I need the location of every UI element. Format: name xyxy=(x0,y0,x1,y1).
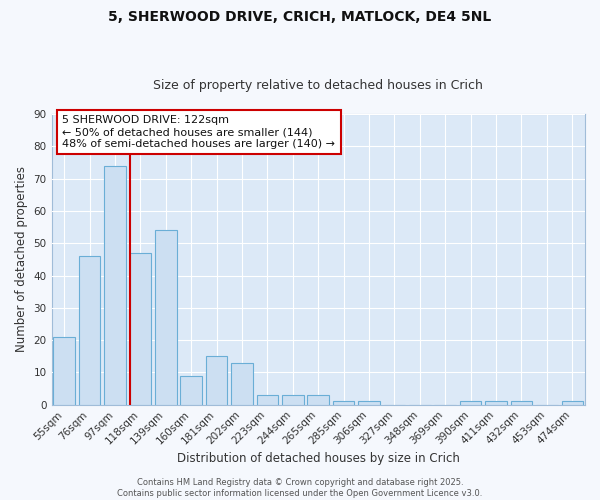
Bar xyxy=(130,253,151,404)
Y-axis label: Number of detached properties: Number of detached properties xyxy=(15,166,28,352)
Bar xyxy=(460,402,481,404)
Bar xyxy=(485,402,507,404)
Text: 5, SHERWOOD DRIVE, CRICH, MATLOCK, DE4 5NL: 5, SHERWOOD DRIVE, CRICH, MATLOCK, DE4 5… xyxy=(109,10,491,24)
Bar xyxy=(206,356,227,405)
Text: 5 SHERWOOD DRIVE: 122sqm
← 50% of detached houses are smaller (144)
48% of semi-: 5 SHERWOOD DRIVE: 122sqm ← 50% of detach… xyxy=(62,116,335,148)
Bar xyxy=(307,395,329,404)
Bar xyxy=(231,362,253,405)
Bar xyxy=(181,376,202,404)
Bar xyxy=(79,256,100,404)
Bar xyxy=(511,402,532,404)
Bar xyxy=(358,402,380,404)
Bar xyxy=(104,166,126,404)
Bar xyxy=(333,402,355,404)
Bar xyxy=(257,395,278,404)
Bar xyxy=(53,337,75,404)
Text: Contains HM Land Registry data © Crown copyright and database right 2025.
Contai: Contains HM Land Registry data © Crown c… xyxy=(118,478,482,498)
Bar xyxy=(562,402,583,404)
Bar xyxy=(282,395,304,404)
Title: Size of property relative to detached houses in Crich: Size of property relative to detached ho… xyxy=(154,79,483,92)
Bar xyxy=(155,230,176,404)
X-axis label: Distribution of detached houses by size in Crich: Distribution of detached houses by size … xyxy=(177,452,460,465)
